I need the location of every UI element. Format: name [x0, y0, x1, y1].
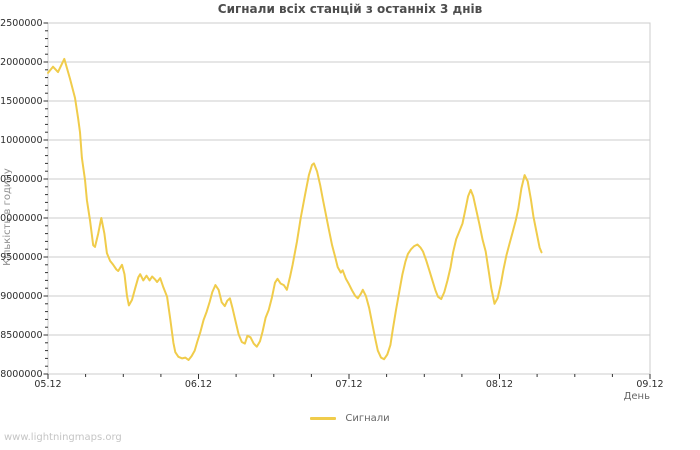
legend-line-swatch — [310, 416, 337, 420]
y-tick-label: 8000000 — [0, 369, 42, 380]
legend: Сигнали — [0, 410, 700, 426]
y-tick-label: 8500000 — [0, 330, 42, 341]
y-tick-label: 12000000 — [0, 57, 43, 68]
watermark-text: www.lightningmaps.org — [4, 432, 122, 443]
x-tick-label: 09.12 — [636, 379, 663, 390]
x-tick-label: 05.12 — [34, 379, 61, 390]
plot-border — [47, 22, 651, 375]
chart-title: Сигнали всіх станцій з останніх 3 днів — [217, 2, 483, 16]
y-tick-label: 10000000 — [0, 213, 43, 224]
x-axis-title: День — [623, 391, 650, 402]
y-tick-label: 12500000 — [0, 18, 43, 29]
y-tick-label: 11000000 — [0, 135, 43, 146]
signals-line — [47, 57, 543, 361]
y-tick-label: 9500000 — [0, 252, 42, 263]
legend-label: Сигнали — [345, 412, 390, 424]
x-tick-label: 08.12 — [486, 379, 513, 390]
y-tick-label: 11500000 — [0, 96, 43, 107]
x-tick-label: 06.12 — [185, 379, 212, 390]
y-tick-label: 9000000 — [0, 291, 42, 302]
y-tick-label: 10500000 — [0, 174, 43, 185]
x-tick-label: 07.12 — [335, 379, 362, 390]
